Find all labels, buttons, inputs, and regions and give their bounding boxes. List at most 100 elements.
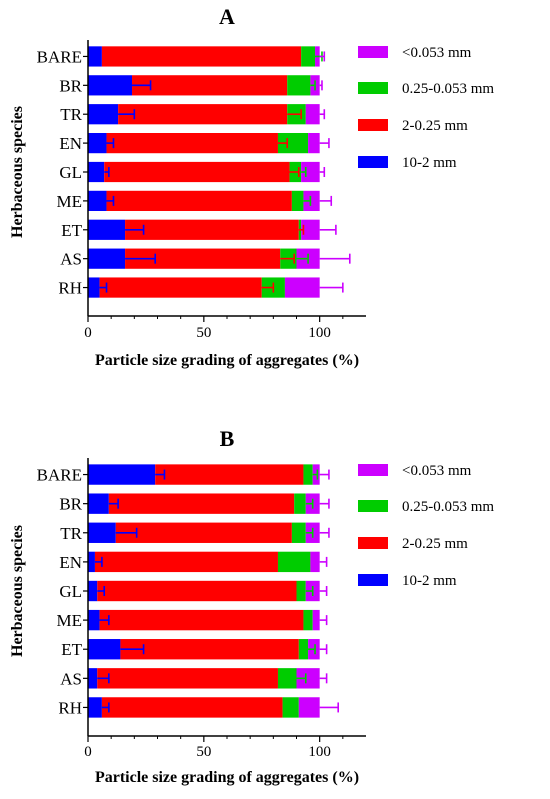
bar-ET-<0.053 mm xyxy=(301,219,320,240)
bar-ME-<0.053 mm xyxy=(303,190,320,211)
bar-BR-0.25-0.053 mm xyxy=(287,75,311,96)
legend: <0.053 mm 0.25-0.053 mm 2-0.25 mm 10-2 mm xyxy=(358,463,494,589)
category-label: AS xyxy=(60,250,82,269)
category-label: EN xyxy=(59,134,82,153)
category-label: TR xyxy=(60,524,82,543)
bar-AS-2-0.25 mm xyxy=(125,248,281,269)
legend-label: <0.053 mm xyxy=(402,45,472,61)
bar-RH-2-0.25 mm xyxy=(101,697,283,718)
bar-GL-10-2 mm xyxy=(88,161,105,183)
bar-ET-10-2 mm xyxy=(88,639,121,660)
category-label: ME xyxy=(57,192,83,211)
bar-RH-2-0.25 mm xyxy=(99,277,262,298)
bar-EN-2-0.25 mm xyxy=(94,551,278,573)
x-tick-label: 50 xyxy=(196,325,211,341)
y-axis-title: Herbaceous species xyxy=(9,106,26,238)
bar-ME-<0.053 mm xyxy=(312,609,320,631)
bar-BARE-0.25-0.053 mm xyxy=(303,464,313,485)
category-label: EN xyxy=(59,553,82,572)
bar-ET-2-0.25 mm xyxy=(120,639,299,660)
bar-TR-10-2 mm xyxy=(88,522,116,543)
bar-RH-0.25-0.053 mm xyxy=(282,697,299,718)
bar-TR-10-2 mm xyxy=(88,104,119,125)
legend-swatch xyxy=(358,82,388,94)
bar-EN-<0.053 mm xyxy=(310,551,320,573)
bar-EN-2-0.25 mm xyxy=(106,133,278,154)
bar-ME-2-0.25 mm xyxy=(106,190,292,211)
legend-swatch xyxy=(358,500,388,512)
x-tick-label: 0 xyxy=(84,744,92,760)
bar-ET-0.25-0.053 mm xyxy=(298,639,309,660)
bar-BARE-0.25-0.053 mm xyxy=(301,46,316,67)
category-label: AS xyxy=(60,669,82,688)
legend-label: 0.25-0.053 mm xyxy=(402,81,494,97)
bar-RH-10-2 mm xyxy=(88,277,100,298)
category-label: RH xyxy=(58,279,82,298)
bar-GL-2-0.25 mm xyxy=(97,580,297,602)
bar-AS-2-0.25 mm xyxy=(97,668,278,689)
x-tick-label: 100 xyxy=(308,325,331,341)
bar-ME-0.25-0.053 mm xyxy=(291,190,304,211)
legend-label: 0.25-0.053 mm xyxy=(402,499,494,515)
bar-EN-<0.053 mm xyxy=(308,133,320,154)
chart-title: B xyxy=(220,426,235,451)
bar-TR-<0.053 mm xyxy=(305,104,320,125)
legend-label: 2-0.25 mm xyxy=(402,118,468,134)
category-label: ME xyxy=(57,611,83,630)
bar-EN-10-2 mm xyxy=(88,551,95,573)
category-label: ET xyxy=(61,221,82,240)
x-tick-label: 100 xyxy=(308,744,331,760)
bar-EN-10-2 mm xyxy=(88,133,107,154)
chart-title: A xyxy=(219,4,235,29)
bar-BARE-10-2 mm xyxy=(88,46,102,67)
bar-BARE-10-2 mm xyxy=(88,464,156,485)
category-label: BR xyxy=(59,495,82,514)
category-label: GL xyxy=(59,582,82,601)
bar-AS-0.25-0.053 mm xyxy=(277,668,297,689)
y-axis-title: Herbaceous species xyxy=(9,525,26,657)
bar-GL-2-0.25 mm xyxy=(104,161,290,183)
legend-swatch xyxy=(358,537,388,549)
bar-BR-2-0.25 mm xyxy=(108,493,295,514)
legend-swatch xyxy=(358,574,388,586)
bar-BR-10-2 mm xyxy=(88,493,109,514)
bar-BARE-2-0.25 mm xyxy=(155,464,304,485)
bar-TR-2-0.25 mm xyxy=(118,104,288,125)
x-tick-label: 0 xyxy=(84,325,92,341)
x-tick-label: 50 xyxy=(196,744,211,760)
bar-BR-10-2 mm xyxy=(88,75,133,96)
legend-label: <0.053 mm xyxy=(402,463,472,479)
category-label: ET xyxy=(61,640,82,659)
legend-label: 10-2 mm xyxy=(402,573,457,589)
bar-RH-<0.053 mm xyxy=(298,697,320,718)
bar-GL-10-2 mm xyxy=(88,580,98,602)
legend-swatch xyxy=(358,119,388,131)
bar-RH-10-2 mm xyxy=(88,697,102,718)
bar-EN-0.25-0.053 mm xyxy=(277,551,311,573)
legend-swatch xyxy=(358,464,388,476)
x-axis-title: Particle size grading of aggregates (%) xyxy=(95,769,359,786)
bar-BARE-2-0.25 mm xyxy=(101,46,302,67)
legend: <0.053 mm 0.25-0.053 mm 2-0.25 mm 10-2 mm xyxy=(358,45,494,171)
legend-label: 2-0.25 mm xyxy=(402,536,468,552)
bar-RH-<0.053 mm xyxy=(284,277,320,298)
x-axis-title: Particle size grading of aggregates (%) xyxy=(95,352,359,369)
category-label: TR xyxy=(60,105,82,124)
bar-ET-2-0.25 mm xyxy=(125,219,299,240)
bar-AS-10-2 mm xyxy=(88,668,98,689)
category-label: GL xyxy=(59,163,82,182)
bar-ET-10-2 mm xyxy=(88,219,126,240)
bar-ME-10-2 mm xyxy=(88,190,107,211)
bar-GL-<0.053 mm xyxy=(301,161,320,183)
legend-swatch xyxy=(358,46,388,58)
chart-panel-1: A BARE BR TR EN GL ME ET AS RH 0 50 100 Particle size… xyxy=(9,4,494,369)
bar-ME-10-2 mm xyxy=(88,609,100,631)
bar-EN-0.25-0.053 mm xyxy=(277,133,309,154)
bar-AS-10-2 mm xyxy=(88,248,126,269)
chart-panel-2: B BARE BR TR EN GL ME ET AS RH 0 50 100 Particle size… xyxy=(9,426,494,786)
bar-BR-0.25-0.053 mm xyxy=(294,493,306,514)
legend-swatch xyxy=(358,156,388,168)
bar-TR-2-0.25 mm xyxy=(115,522,292,543)
category-label: RH xyxy=(58,698,82,717)
